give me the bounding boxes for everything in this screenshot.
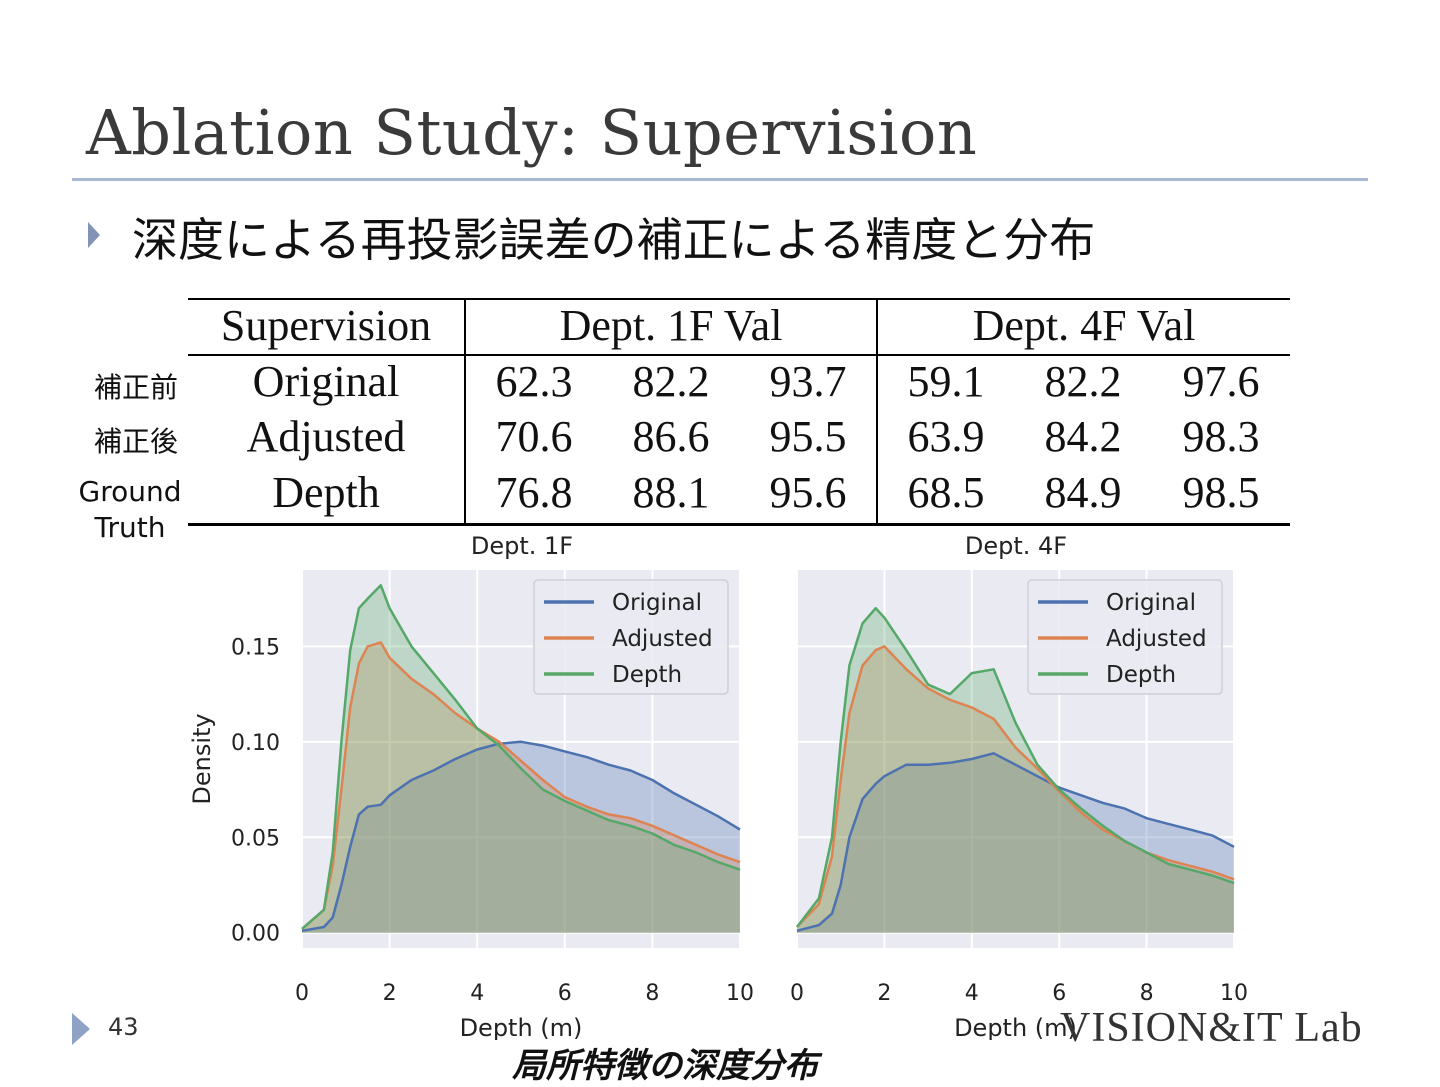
lab-logo: VISION&IT Lab <box>1060 1005 1363 1051</box>
y-axis-label: Density <box>188 713 216 804</box>
x-tick-label: 8 <box>645 981 659 1006</box>
x-tick-label: 4 <box>965 981 979 1006</box>
area-original <box>797 753 1234 933</box>
line-depth <box>301 584 741 930</box>
title-divider <box>72 178 1368 181</box>
legend-label: Adjusted <box>612 626 713 652</box>
table-cell: 86.6 <box>632 412 710 461</box>
y-tick-label: 0.15 <box>231 635 280 660</box>
x-tick-label: 8 <box>1140 981 1154 1006</box>
chart-caption: 局所特徴の深度分布 <box>512 1046 818 1086</box>
table-cell: 88.1 <box>632 468 710 517</box>
table-col-divider <box>876 298 878 526</box>
table-col-divider <box>464 298 466 526</box>
table-cell: 95.6 <box>769 468 847 517</box>
table-header-rule <box>188 354 1290 356</box>
area-depth <box>797 608 1234 933</box>
row-name: Original <box>252 357 400 406</box>
legend-box <box>1027 579 1223 695</box>
legend-label: Original <box>1106 590 1196 616</box>
x-tick-label: 10 <box>1220 981 1248 1006</box>
area-adjusted <box>797 646 1234 933</box>
line-original <box>796 752 1235 933</box>
density-chart-4f: 0 2 4 6 8 10 Depth (m) Original Adjusted Depth <box>790 570 1248 1040</box>
y-tick-label: 0.10 <box>231 731 280 756</box>
line-depth <box>796 606 1235 928</box>
area-adjusted <box>302 642 740 933</box>
row-name: Depth <box>272 468 380 517</box>
table-cell: 97.6 <box>1182 357 1260 406</box>
header-dept-1f: Dept. 1F Val <box>559 301 783 350</box>
x-tick-label: 4 <box>470 981 484 1006</box>
table-top-rule <box>188 298 1290 300</box>
slide-title: Ablation Study: Supervision <box>86 96 978 169</box>
legend-label: Adjusted <box>1106 626 1207 652</box>
x-tick-label: 6 <box>1052 981 1066 1006</box>
table-cell: 98.3 <box>1182 412 1260 461</box>
table-cell: 76.8 <box>495 468 573 517</box>
table-cell: 63.9 <box>907 412 985 461</box>
bullet-arrow-icon <box>88 222 100 248</box>
table-cell: 70.6 <box>495 412 573 461</box>
y-tick-label: 0.00 <box>231 922 280 947</box>
x-tick-label: 2 <box>383 981 397 1006</box>
row-label-adjusted: 補正後 <box>93 425 178 458</box>
legend-label: Depth <box>612 662 682 688</box>
x-tick-label: 2 <box>877 981 891 1006</box>
footer-arrow-icon <box>72 1013 90 1045</box>
x-axis-label: Depth (m) <box>954 1014 1077 1040</box>
x-tick-label: 0 <box>295 981 309 1006</box>
table-cell: 82.2 <box>1044 357 1122 406</box>
table-cell: 59.1 <box>907 357 985 406</box>
header-supervision: Supervision <box>220 301 432 350</box>
row-label-original: 補正前 <box>93 371 178 404</box>
results-table: Supervision Dept. 1F Val Dept. 4F Val Or… <box>188 298 1290 526</box>
x-tick-label: 6 <box>558 981 572 1006</box>
chart-title-1f: Dept. 1F <box>470 532 574 560</box>
density-chart-1f: 0 2 4 6 8 10 0.00 0.05 0.10 0.15 Density Depth (m) O… <box>188 570 754 1040</box>
area-original <box>302 741 740 933</box>
table-bottom-rule <box>188 523 1290 526</box>
row-label-depth: Ground Truth <box>78 475 182 544</box>
x-tick-label: 10 <box>726 981 754 1006</box>
x-tick-label: 0 <box>790 981 804 1006</box>
row-name: Adjusted <box>246 412 406 461</box>
table-cell: 82.2 <box>632 357 710 406</box>
table-cell: 84.9 <box>1044 468 1122 517</box>
legend-label: Original <box>612 590 702 616</box>
header-dept-4f: Dept. 4F Val <box>972 301 1196 350</box>
table-cell: 84.2 <box>1044 412 1122 461</box>
x-axis-label: Depth (m) <box>460 1014 583 1040</box>
table-cell: 93.7 <box>769 357 847 406</box>
legend-label: Depth <box>1106 662 1176 688</box>
y-tick-label: 0.05 <box>231 826 280 851</box>
bullet-text: 深度による再投影誤差の補正による精度と分布 <box>132 213 1096 267</box>
line-original <box>301 740 741 933</box>
page-number: 43 <box>108 1013 139 1041</box>
table-cell: 98.5 <box>1182 468 1260 517</box>
legend-box <box>533 579 729 695</box>
table-cell: 62.3 <box>495 357 573 406</box>
table-cell: 95.5 <box>769 412 847 461</box>
table-cell: 68.5 <box>907 468 985 517</box>
area-depth <box>302 585 740 933</box>
chart-title-4f: Dept. 4F <box>964 532 1068 560</box>
